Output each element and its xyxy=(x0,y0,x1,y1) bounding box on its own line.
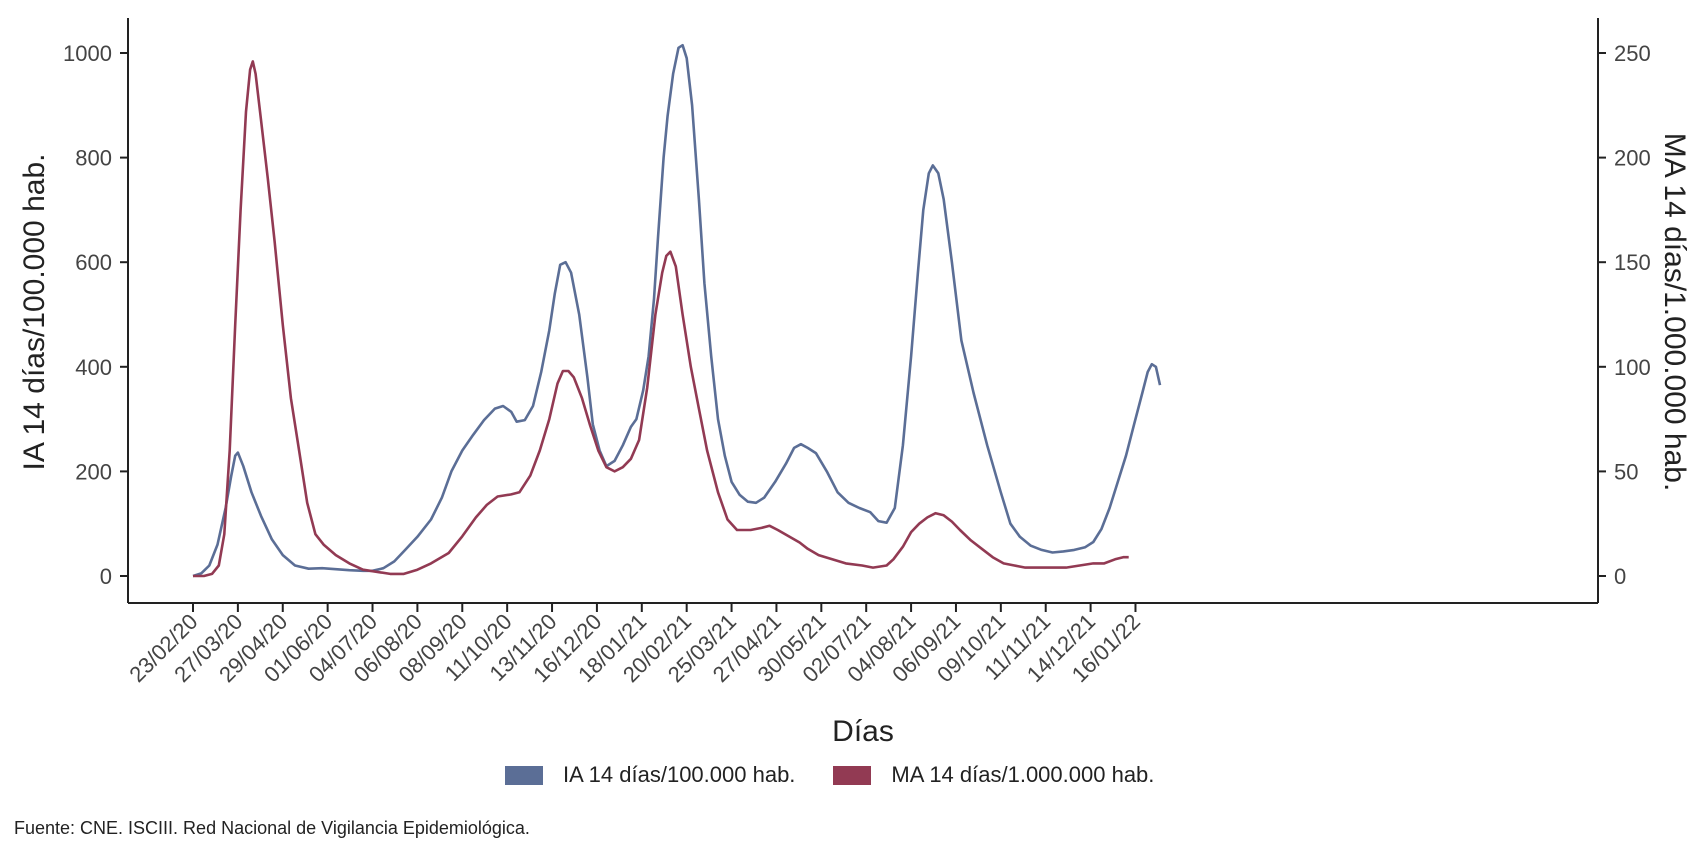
plot-area: 0 200 400 600 800 1000 0 50 100 150 200 250 23/02/… xyxy=(63,18,1651,687)
y-tick-label-right: 250 xyxy=(1614,41,1651,66)
y-axis-label-left: IA 14 días/100.000 hab. xyxy=(18,154,51,471)
legend-swatch-ma xyxy=(833,765,872,785)
y-tick-label-right: 0 xyxy=(1614,564,1626,589)
legend: IA 14 días/100.000 hab. MA 14 días/1.000… xyxy=(505,762,1192,788)
y-tick-label-left: 800 xyxy=(75,146,112,171)
legend-label-ia: IA 14 días/100.000 hab. xyxy=(563,762,796,787)
source-note: Fuente: CNE. ISCIII. Red Nacional de Vig… xyxy=(14,818,530,838)
series-line-ma-14-dias xyxy=(193,60,1129,578)
y-tick-label-right: 100 xyxy=(1614,355,1651,380)
y-tick-label-right: 200 xyxy=(1614,146,1651,171)
left-y-ticks: 0 200 400 600 800 1000 xyxy=(63,41,128,589)
series-line-ia-14-dias xyxy=(192,43,1162,578)
y-tick-label-left: 1000 xyxy=(63,41,112,66)
y-tick-label-right: 150 xyxy=(1614,250,1651,275)
x-axis-label: Días xyxy=(832,715,894,748)
y-tick-label-left: 400 xyxy=(75,355,112,380)
y-tick-label-left: 200 xyxy=(75,459,112,484)
y-tick-label-right: 50 xyxy=(1614,459,1638,484)
legend-item-ma: MA 14 días/1.000.000 hab. xyxy=(833,762,1154,788)
legend-swatch-ia xyxy=(505,765,543,785)
legend-item-ia: IA 14 días/100.000 hab. xyxy=(505,762,795,788)
y-tick-label-left: 0 xyxy=(100,564,112,589)
y-axis-label-right: MA 14 días/1.000.000 hab. xyxy=(1658,133,1691,492)
legend-label-ma: MA 14 días/1.000.000 hab. xyxy=(891,762,1155,787)
x-ticks: 23/02/2027/03/2029/04/2001/06/2004/07/20… xyxy=(124,603,1145,687)
y-tick-label-left: 600 xyxy=(75,250,112,275)
right-y-ticks: 0 50 100 150 200 250 xyxy=(1598,41,1651,589)
